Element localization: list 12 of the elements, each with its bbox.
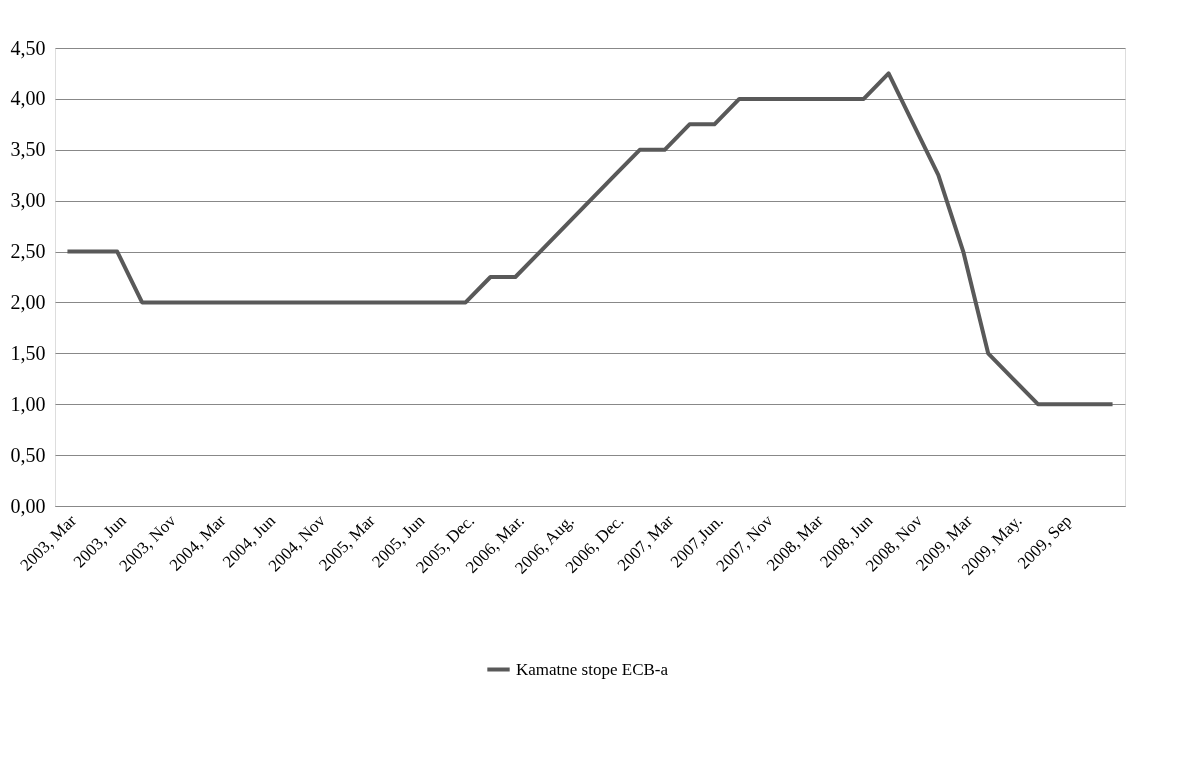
y-tick-label: 0,50 — [10, 443, 46, 466]
y-tick-label: 0,00 — [10, 494, 46, 517]
line-series — [65, 71, 1115, 407]
y-tick-label: 1,00 — [10, 392, 46, 415]
y-tick-label: 1,50 — [10, 341, 46, 364]
y-tick-label: 3,00 — [10, 189, 46, 212]
y-tick-label: 2,50 — [10, 240, 46, 263]
y-tick-label: 4,00 — [10, 87, 46, 110]
legend-label: Kamatne stope ECB-a — [516, 659, 669, 679]
y-tick-label: 4,50 — [10, 36, 46, 59]
y-tick-label: 2,00 — [10, 290, 46, 313]
y-tick-label: 3,50 — [10, 138, 46, 161]
